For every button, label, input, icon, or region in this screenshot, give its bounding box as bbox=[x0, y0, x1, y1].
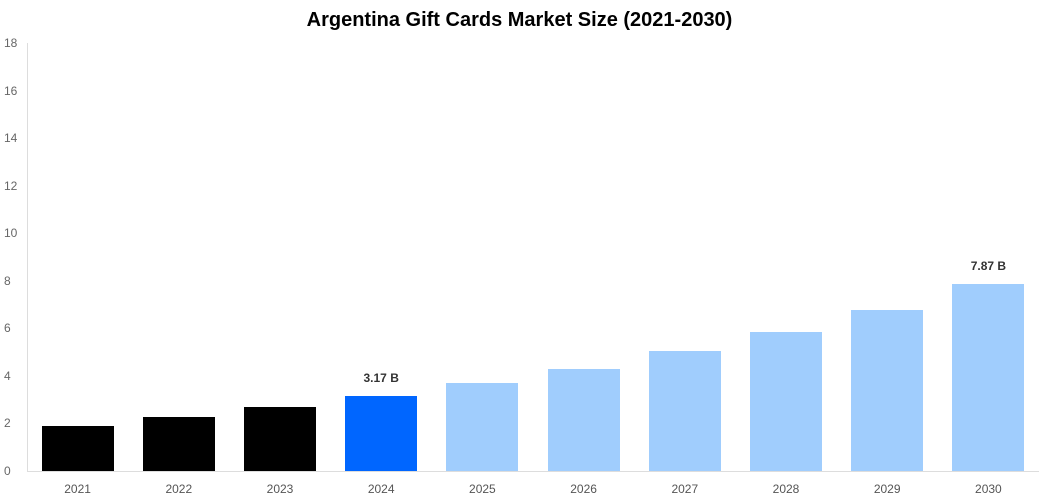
bar-2023[interactable] bbox=[244, 407, 316, 471]
y-axis-line bbox=[27, 43, 28, 471]
x-tick-label: 2028 bbox=[772, 482, 800, 496]
x-tick-label: 2025 bbox=[469, 482, 496, 496]
x-tick-label: 2023 bbox=[266, 482, 294, 496]
bar-2026[interactable] bbox=[547, 369, 620, 471]
value-label: 7.87 B bbox=[970, 258, 1007, 273]
x-tick-label: 2030 bbox=[975, 482, 1002, 496]
value-label: 3.17 B bbox=[363, 370, 399, 385]
bar-2028[interactable] bbox=[750, 332, 822, 471]
y-tick-label: 8 bbox=[4, 273, 11, 288]
chart-title: Argentina Gift Cards Market Size (2021-2… bbox=[306, 9, 733, 31]
y-tick-label: 10 bbox=[4, 226, 18, 241]
y-tick-label: 12 bbox=[4, 178, 18, 193]
bar-2029[interactable] bbox=[851, 310, 924, 471]
bar-2030[interactable] bbox=[952, 283, 1025, 471]
y-tick-label: 4 bbox=[4, 368, 11, 383]
bar-2024[interactable] bbox=[345, 395, 418, 471]
plot-area bbox=[27, 43, 1039, 471]
x-tick-label: 2024 bbox=[367, 482, 395, 496]
x-tick-label: 2026 bbox=[570, 482, 597, 496]
bar-2027[interactable] bbox=[648, 351, 721, 471]
x-axis-line bbox=[27, 471, 1039, 472]
y-tick-label: 2 bbox=[4, 416, 11, 431]
y-tick-label: 18 bbox=[4, 36, 18, 50]
y-tick-label: 6 bbox=[4, 321, 11, 336]
x-tick-label: 2022 bbox=[165, 482, 193, 496]
bar-2025[interactable] bbox=[446, 383, 519, 471]
bar-2021[interactable] bbox=[41, 426, 114, 471]
bar-2022[interactable] bbox=[142, 417, 215, 471]
y-tick-label: 16 bbox=[4, 83, 18, 98]
y-tick-label: 0 bbox=[4, 464, 11, 478]
x-tick-label: 2027 bbox=[671, 482, 699, 496]
x-tick-label: 2029 bbox=[873, 482, 901, 496]
x-tick-label: 2021 bbox=[64, 482, 91, 496]
y-tick-label: 14 bbox=[4, 131, 18, 146]
